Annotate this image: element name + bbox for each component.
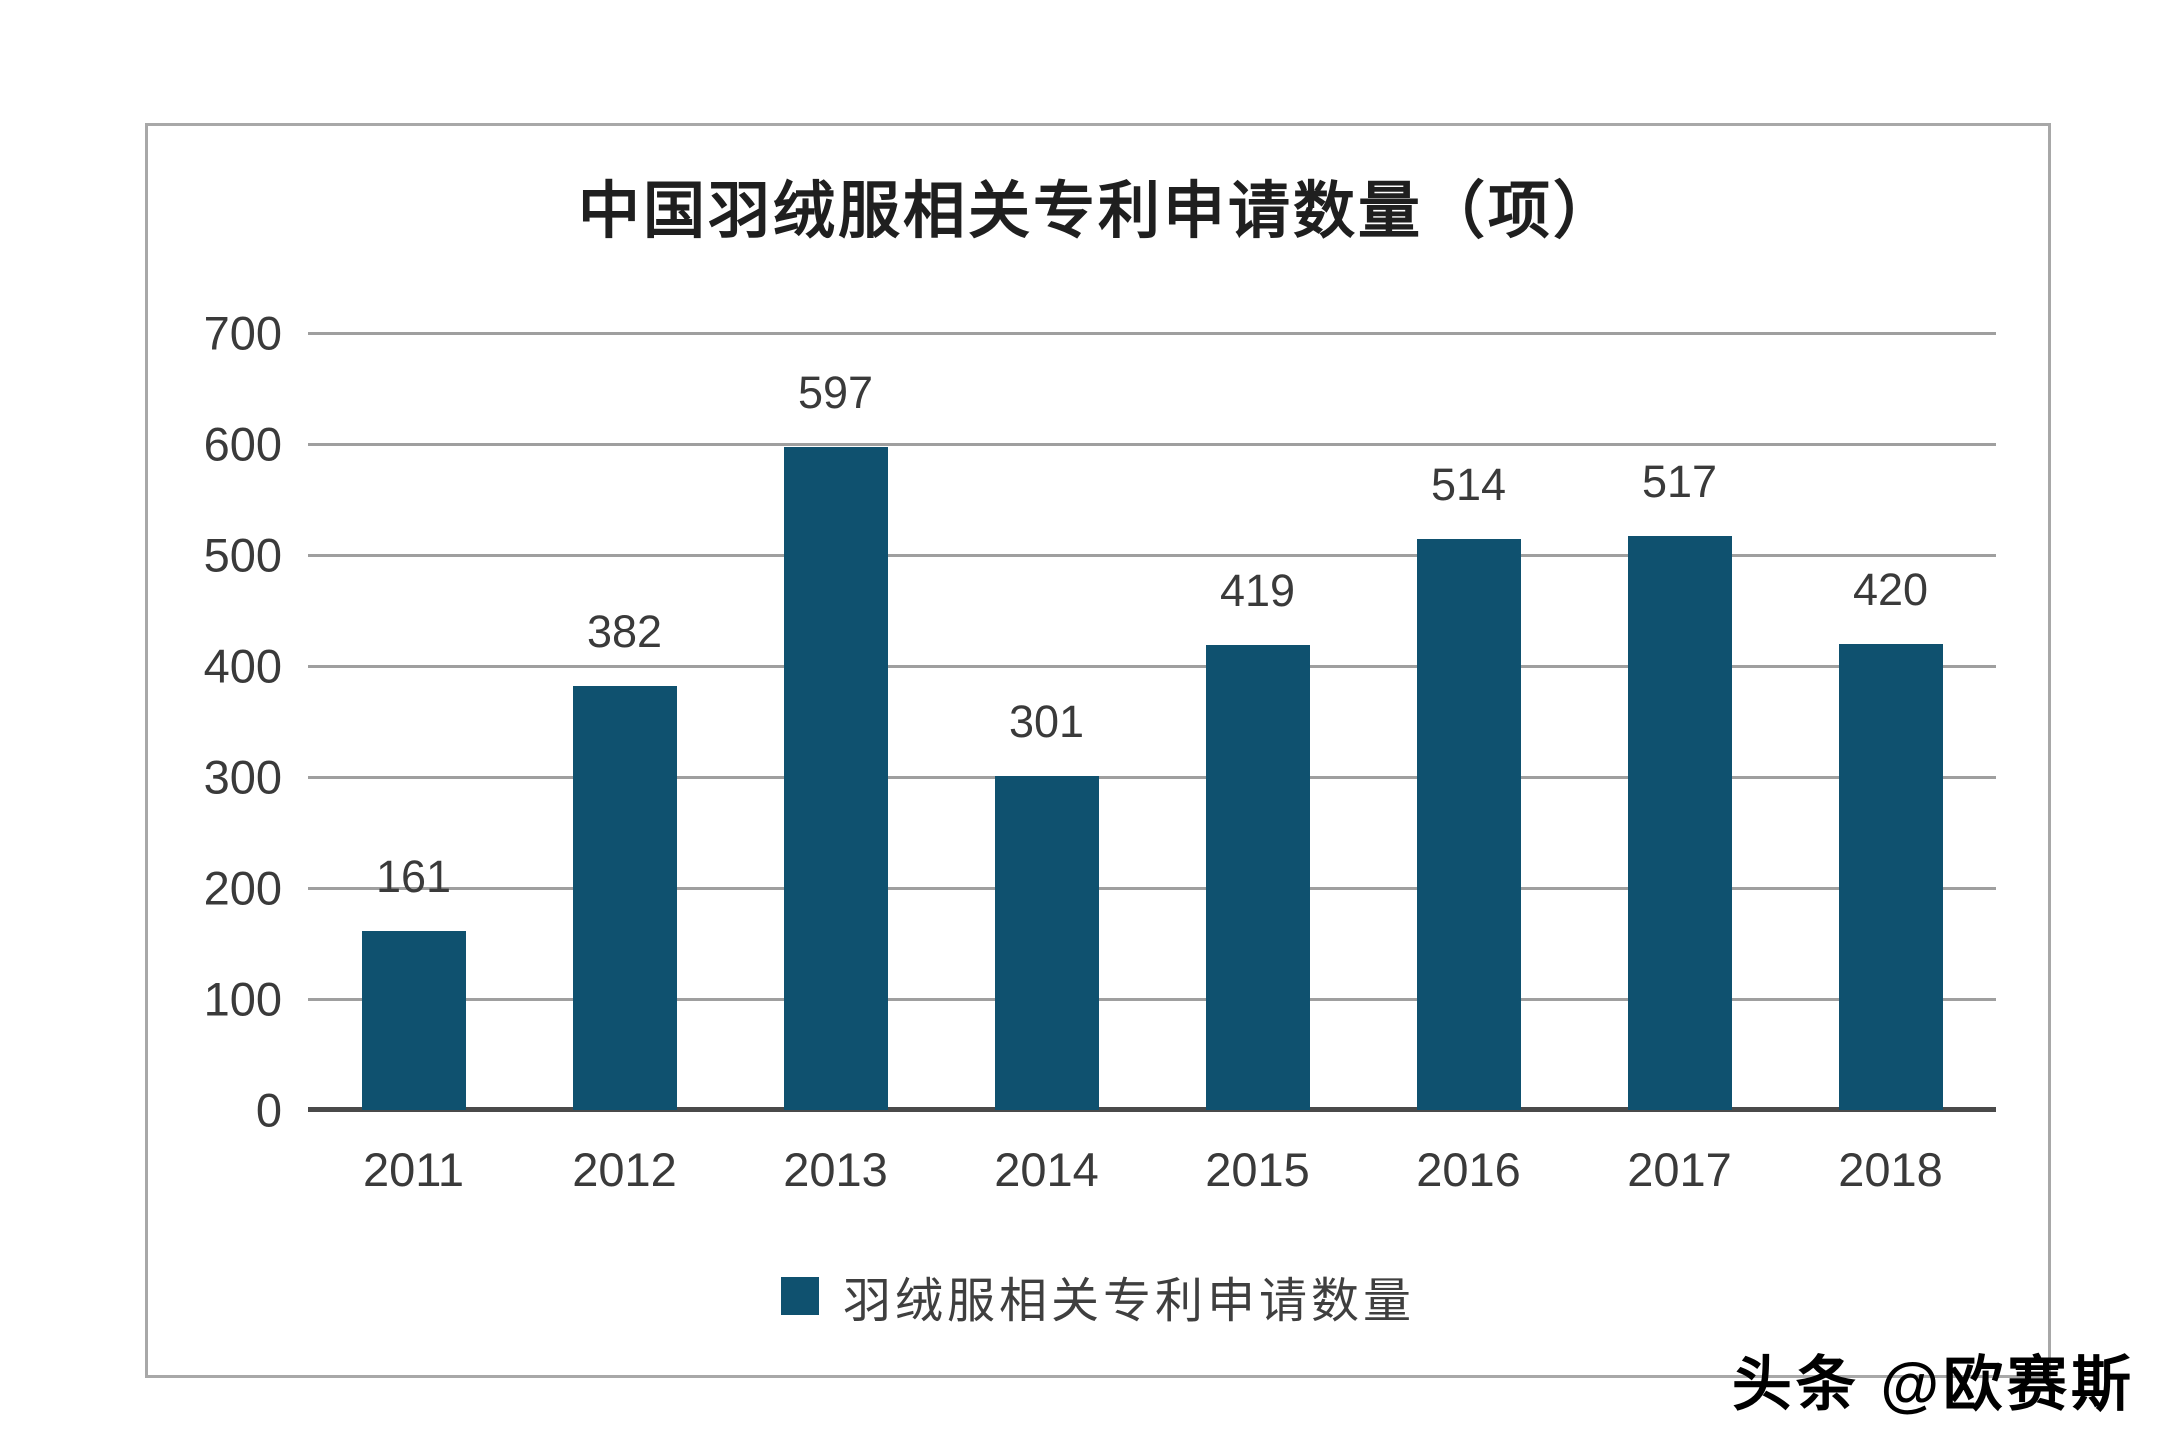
x-axis-line [308,1107,1996,1112]
bar [1205,644,1310,1110]
x-tick-label: 2013 [783,1143,888,1196]
bar-value-label: 517 [1641,456,1718,508]
y-tick-label: 0 [255,1083,282,1137]
x-tick-label: 2015 [1205,1143,1310,1196]
chart-title: 中国羽绒服相关专利申请数量（项） [577,177,1618,246]
legend: 羽绒服相关专利申请数量 [148,1261,2048,1331]
y-tick-label: 500 [203,528,282,582]
bar-value-label: 419 [1219,564,1296,616]
legend-label: 羽绒服相关专利申请数量 [842,1275,1415,1328]
x-tick-label: 2012 [572,1143,677,1196]
bar [1627,536,1732,1110]
bar [783,447,888,1110]
y-tick-label: 100 [203,972,282,1026]
bar [1838,643,1943,1110]
bar-value-label: 301 [1008,695,1085,747]
watermark: 头条 @欧赛斯 [1731,1351,2135,1418]
bar [994,775,1099,1110]
legend-swatch-icon [780,1277,819,1315]
y-tick-label: 700 [203,306,282,360]
bar-value-label: 420 [1852,563,1929,615]
gridline [308,997,1996,1001]
gridline [308,775,1996,779]
gridline [308,664,1996,668]
chart-container: 中国羽绒服相关专利申请数量（项） 0 100 200 300 400 500 600 700 1… [145,123,2051,1378]
y-tick-label: 300 [203,750,282,804]
bar-value-label: 382 [586,605,663,657]
bar-value-label: 597 [797,367,874,419]
y-tick-label: 400 [203,639,282,693]
x-tick-label: 2016 [1416,1143,1521,1196]
y-tick-label: 200 [203,861,282,915]
gridline [308,553,1996,557]
bar [1416,539,1521,1110]
x-tick-label: 2011 [362,1143,465,1196]
x-tick-label: 2017 [1627,1143,1732,1196]
y-tick-label: 600 [203,417,282,471]
bar [361,931,466,1110]
gridline [308,331,1996,335]
gridline [308,886,1996,890]
x-tick-label: 2014 [994,1143,1099,1196]
x-tick-label: 2018 [1838,1143,1943,1196]
gridline [308,442,1996,446]
bar-value-label: 161 [375,851,452,903]
bar [572,685,677,1110]
plot-area: 0 100 200 300 400 500 600 700 161 2011 382 2012 597 2… [204,307,1996,1196]
bar-value-label: 514 [1430,459,1507,511]
